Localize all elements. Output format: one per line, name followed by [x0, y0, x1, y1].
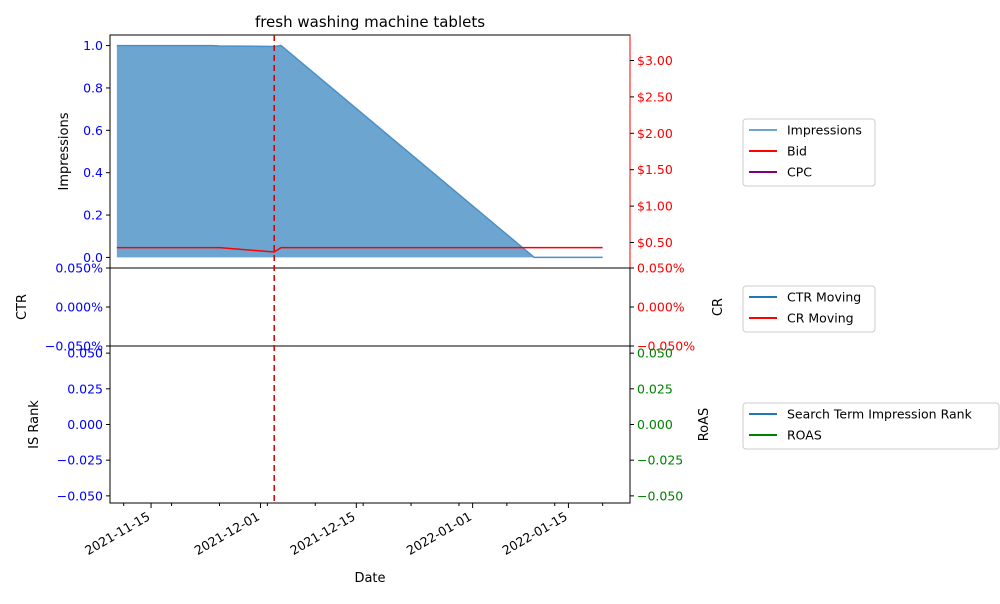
- right-tick-label: $3.00: [637, 53, 673, 68]
- right-tick-label: −0.025: [637, 453, 683, 468]
- legend-label: CPC: [787, 165, 812, 180]
- left-tick-label: 1.0: [83, 38, 103, 53]
- x-tick-label: 2021-12-15: [287, 509, 357, 558]
- left-tick-label: 0.4: [83, 165, 103, 180]
- left-tick-label: 0.000%: [55, 300, 103, 315]
- x-tick-label: 2022-01-15: [499, 509, 569, 558]
- x-tick-label: 2022-01-01: [404, 509, 474, 558]
- x-axis-label: Date: [354, 571, 385, 586]
- legend-label: Impressions: [787, 123, 862, 138]
- legend-label: CR Moving: [787, 311, 854, 326]
- left-tick-label: 0.050: [67, 346, 103, 361]
- right-tick-label: 0.000: [637, 417, 673, 432]
- right-axis-label: RoAS: [697, 408, 712, 442]
- legend-box: [742, 402, 1000, 450]
- x-tick-label: 2021-11-15: [82, 509, 152, 558]
- left-tick-label: 0.6: [83, 123, 103, 138]
- right-tick-label: 0.025: [637, 381, 673, 396]
- right-tick-label: $1.50: [637, 162, 673, 177]
- left-tick-label: −0.050%: [45, 339, 103, 354]
- right-tick-label: 0.000%: [637, 300, 685, 315]
- chart-title: fresh washing machine tablets: [255, 13, 485, 31]
- legend-label: CTR Moving: [787, 290, 861, 305]
- left-tick-label: 0.000: [67, 417, 103, 432]
- left-axis-label: Impressions: [57, 112, 72, 190]
- left-tick-label: −0.050: [57, 488, 103, 503]
- right-tick-label: $0.50: [637, 235, 673, 250]
- legend-bottom: Search Term Impression Rank ROAS: [742, 402, 1000, 450]
- legend-middle: CTR Moving CR Moving: [742, 285, 876, 333]
- axes-frame-middle: [109, 267, 631, 347]
- right-tick-label: −0.050: [637, 488, 683, 503]
- right-tick-label: $2.50: [637, 89, 673, 104]
- legend-top: Impressions Bid CPC: [742, 118, 876, 187]
- right-tick-label: −0.050%: [637, 339, 695, 354]
- plot-layer: 0.0 0.2 0.4 0.6 0.8 1.0 $0.50 $1.00 $1.50 $2.00 $2…: [15, 34, 726, 558]
- right-tick-label: 0.050: [637, 346, 673, 361]
- legend-label: Bid: [787, 144, 807, 159]
- legend-layer: Impressions Bid CPC CTR Moving CR Moving Sear…: [742, 118, 1000, 450]
- right-tick-label: $1.00: [637, 199, 673, 214]
- legend-box: [742, 118, 876, 187]
- left-tick-label: 0.0: [83, 250, 103, 265]
- left-axis-label: CTR: [15, 294, 30, 320]
- x-tick-label: 2021-12-01: [192, 509, 262, 558]
- left-axis-label: IS Rank: [27, 400, 42, 449]
- axes-frame-bottom: [109, 345, 631, 504]
- left-tick-label: −0.025: [57, 453, 103, 468]
- left-tick-label: 0.025: [67, 381, 103, 396]
- right-axis-label: CR: [711, 298, 726, 316]
- legend-label: ROAS: [787, 428, 822, 443]
- series-line-bid: [116, 246, 603, 253]
- right-tick-label: 0.050%: [637, 261, 685, 276]
- right-tick-label: $2.00: [637, 126, 673, 141]
- legend-label: Search Term Impression Rank: [787, 407, 973, 422]
- left-tick-label: 0.8: [83, 80, 103, 95]
- impressions-area: [116, 45, 603, 258]
- left-tick-label: 0.2: [83, 208, 103, 223]
- left-tick-label: 0.050%: [55, 261, 103, 276]
